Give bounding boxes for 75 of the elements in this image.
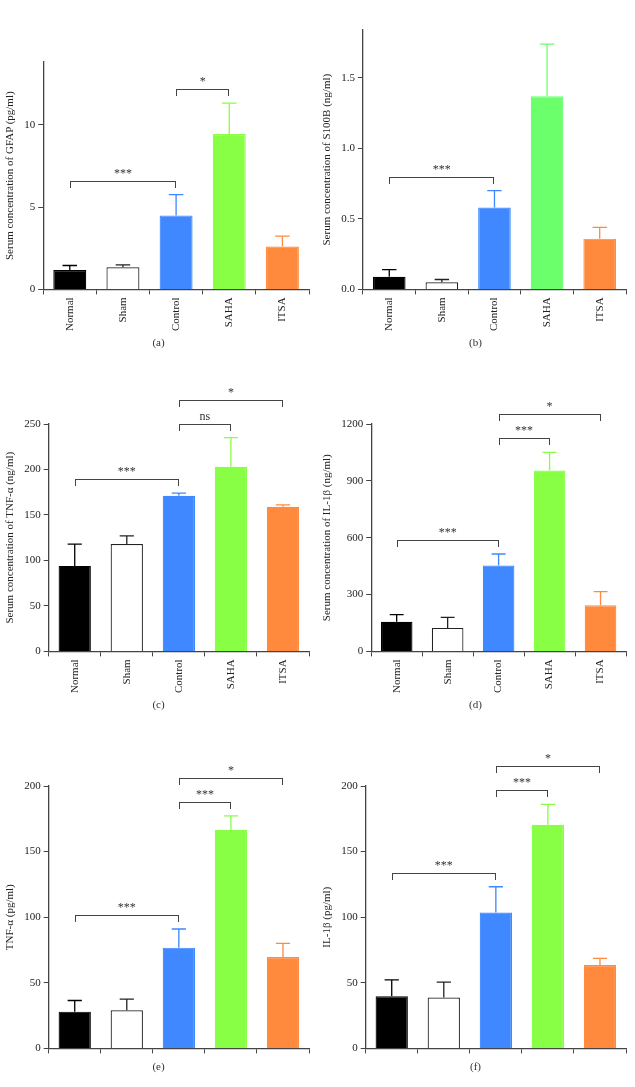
y-tick-label: 100 bbox=[341, 910, 359, 923]
y-tick-label: 200 bbox=[24, 778, 42, 791]
y-tick-label: 10 bbox=[24, 117, 36, 130]
y-tick-label: 0 bbox=[352, 1041, 359, 1054]
text: (a) bbox=[151, 336, 166, 348]
y-tick-label: 0 bbox=[29, 282, 36, 295]
x-tick-label: Sham bbox=[440, 658, 453, 685]
y-tick-label: 150 bbox=[24, 844, 42, 857]
y-tick-label: 0.0 bbox=[341, 282, 356, 295]
text: * bbox=[227, 384, 234, 400]
y-axis-title: Serum concentration of GFAP (pg/ml) bbox=[3, 91, 17, 261]
y-tick-label: 0 bbox=[35, 1041, 42, 1054]
y-tick-label: 50 bbox=[29, 598, 42, 611]
x-tick-label: ITSA bbox=[275, 659, 288, 684]
x-tick-label: Sham bbox=[115, 296, 128, 323]
x-tick-label: SAHA bbox=[222, 297, 235, 328]
y-tick-label: 100 bbox=[24, 553, 42, 566]
y-tick-label: 1.5 bbox=[341, 70, 356, 83]
x-tick-label: Normal bbox=[62, 297, 75, 331]
x-tick-label: SAHA bbox=[542, 659, 555, 690]
text: * bbox=[227, 762, 234, 778]
y-tick-label: 200 bbox=[24, 462, 42, 475]
x-tick-label: Control bbox=[487, 297, 500, 332]
y-tick-label: 150 bbox=[24, 507, 42, 520]
y-axis-title: Serum concentration of TNF-α (ng/ml) bbox=[3, 451, 17, 624]
x-tick-label: Control bbox=[491, 659, 504, 694]
text: (d) bbox=[468, 698, 483, 710]
x-tick-label: ITSA bbox=[593, 659, 606, 684]
y-tick-label: 0.5 bbox=[341, 211, 356, 224]
x-tick-label: Sham bbox=[434, 296, 447, 323]
annotation: *** bbox=[117, 464, 136, 480]
x-tick-label: Control bbox=[171, 659, 184, 694]
y-tick-label: 5 bbox=[29, 199, 36, 212]
x-tick-label: Normal bbox=[389, 659, 402, 693]
y-tick-label: 0 bbox=[357, 644, 364, 657]
y-tick-label: 50 bbox=[346, 975, 359, 988]
y-tick-label: 100 bbox=[24, 910, 42, 923]
y-tick-label: 0 bbox=[35, 644, 42, 657]
annotation: *** bbox=[113, 165, 132, 181]
y-axis-title: IL-1β (pg/ml) bbox=[320, 886, 334, 948]
text: (c) bbox=[151, 698, 166, 710]
annotation: * bbox=[199, 74, 206, 90]
annotation: *** bbox=[438, 524, 457, 540]
x-tick-label: Sham bbox=[119, 658, 132, 685]
x-tick-label: SAHA bbox=[539, 297, 552, 328]
text: (f) bbox=[469, 1060, 482, 1072]
y-axis-title: TNF-α (pg/ml) bbox=[3, 883, 17, 951]
x-tick-label: Normal bbox=[382, 297, 395, 331]
x-tick-label: Control bbox=[168, 297, 181, 332]
text: (e) bbox=[151, 1060, 166, 1072]
y-tick-label: 1.0 bbox=[341, 141, 356, 154]
annotation: *** bbox=[515, 423, 534, 439]
y-tick-label: 300 bbox=[346, 587, 364, 600]
y-tick-label: 150 bbox=[341, 844, 359, 857]
x-tick-label: ITSA bbox=[275, 297, 288, 322]
y-tick-label: 50 bbox=[29, 975, 42, 988]
text: * bbox=[544, 751, 551, 767]
annotation: *** bbox=[117, 900, 136, 915]
x-tick-label: SAHA bbox=[223, 659, 236, 690]
y-tick-label: 250 bbox=[24, 416, 42, 429]
y-tick-label: 200 bbox=[341, 778, 359, 791]
y-tick-label: 600 bbox=[346, 530, 364, 543]
y-tick-label: 1200 bbox=[341, 416, 364, 429]
text: (b) bbox=[468, 336, 483, 348]
annotation: *** bbox=[434, 857, 453, 873]
y-axis-title: Serum concentration of S100B (ng/ml) bbox=[320, 73, 334, 246]
x-tick-label: Normal bbox=[67, 659, 80, 693]
annotation: *** bbox=[512, 775, 531, 791]
y-axis-title: Serum concentration of IL-1β (ng/ml) bbox=[320, 453, 334, 622]
annotation: *** bbox=[432, 161, 451, 177]
y-tick-label: 900 bbox=[346, 473, 364, 486]
text: ns bbox=[199, 408, 211, 424]
text: * bbox=[546, 399, 553, 415]
annotation: *** bbox=[195, 786, 214, 802]
x-tick-label: ITSA bbox=[592, 297, 605, 322]
